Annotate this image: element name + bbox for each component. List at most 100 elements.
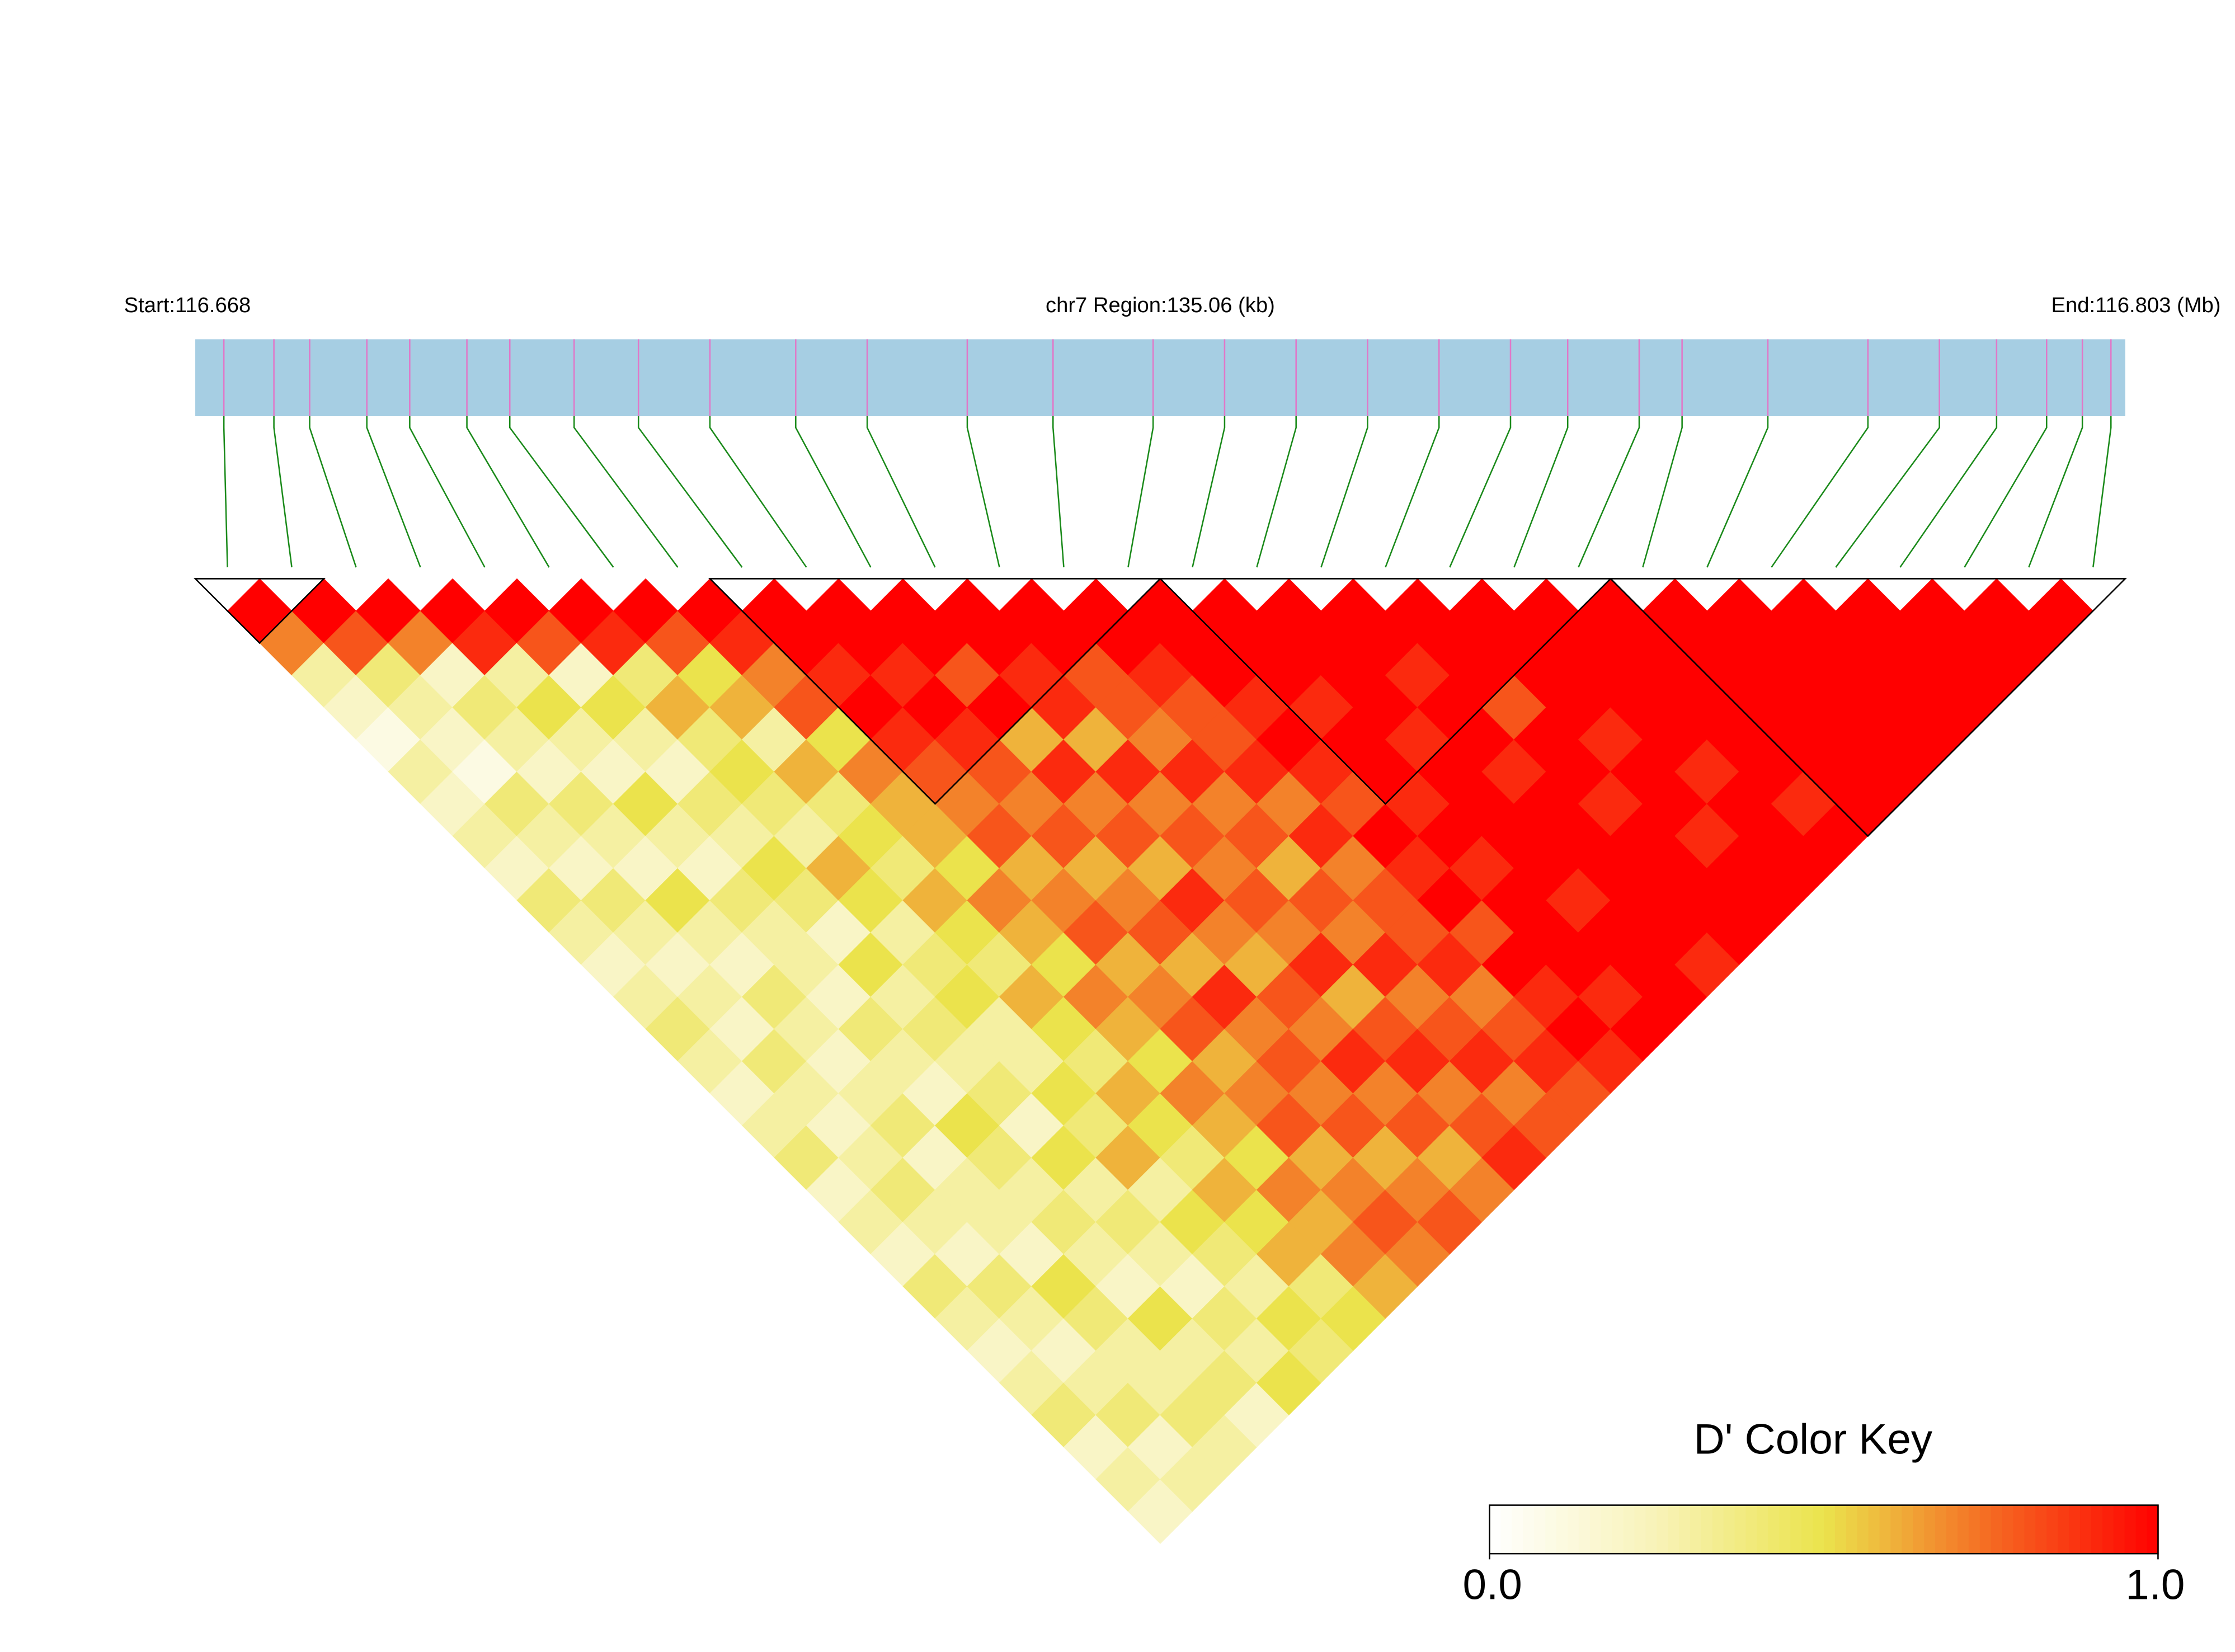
snp-connector [573, 416, 679, 568]
color-key-step [1957, 1505, 1970, 1554]
snp-connector [273, 416, 293, 568]
snp-connector [1899, 416, 1998, 568]
snp-connector [466, 416, 550, 568]
color-key-border [1489, 1504, 2159, 1555]
snp-connector [409, 416, 486, 568]
snp-connector [1256, 416, 1297, 568]
color-key-step [1712, 1505, 1724, 1554]
color-key-step [2113, 1505, 2125, 1554]
color-key-step [1890, 1505, 1903, 1554]
color-key-step [1668, 1505, 1680, 1554]
color-key-step [1523, 1505, 1535, 1554]
color-key-step [1946, 1505, 1959, 1554]
snp-connector [1192, 416, 1226, 568]
color-key-step [1567, 1505, 1580, 1554]
snp-connector [1052, 416, 1065, 568]
snp-connector [1449, 416, 1512, 568]
snp-connector [1578, 416, 1640, 568]
color-key-step [1500, 1505, 1513, 1554]
color-key-step [1723, 1505, 1735, 1554]
region-label: chr7 Region:135.06 (kb) [1046, 293, 1275, 317]
legend-title: D' Color Key [1694, 1416, 1933, 1463]
ld-block-outline [1158, 578, 1612, 805]
color-key-step [1645, 1505, 1658, 1554]
snp-connector [1964, 416, 2048, 568]
color-key-step [1634, 1505, 1646, 1554]
snp-connector [1771, 416, 1869, 568]
snp-connector [1642, 416, 1683, 568]
color-key-step [1701, 1505, 1714, 1554]
color-key-step [1834, 1505, 1847, 1554]
color-key-step [2058, 1505, 2070, 1554]
ld-block-outline [193, 578, 326, 644]
color-key-step [2035, 1505, 2048, 1554]
color-key-step [1512, 1505, 1524, 1554]
snp-connector [509, 416, 614, 568]
snp-connector [637, 416, 743, 568]
snp-connector [2028, 416, 2083, 568]
color-key-step [2091, 1505, 2104, 1554]
snp-connector [1127, 416, 1154, 568]
color-key-step [1768, 1505, 1780, 1554]
snp-connector [1513, 416, 1569, 568]
color-key-step [1534, 1505, 1546, 1554]
color-key-step [1846, 1505, 1858, 1554]
ld-block-outline [708, 578, 1163, 805]
snp-connector [223, 416, 228, 568]
color-key-step [2124, 1505, 2137, 1554]
color-key-step [1968, 1505, 1981, 1554]
color-key-step [2080, 1505, 2092, 1554]
snp-connector [966, 416, 1000, 568]
color-key-step [1857, 1505, 1869, 1554]
color-key-step [1679, 1505, 1691, 1554]
snp-connector [1320, 416, 1368, 568]
color-key-step [1545, 1505, 1558, 1554]
color-key-step [1868, 1505, 1880, 1554]
color-key-step [1489, 1505, 1502, 1554]
ld-block-outline [1608, 578, 2127, 837]
color-key-step [1813, 1505, 1825, 1554]
color-key-step [1601, 1505, 1613, 1554]
color-key-step [1935, 1505, 1947, 1554]
color-key-step [1556, 1505, 1569, 1554]
snp-connector [366, 416, 421, 568]
snp-connector [2092, 416, 2112, 568]
color-key-step [1823, 1505, 1836, 1554]
start-label: Start:116.668 [124, 293, 251, 317]
color-key-tick-label: 1.0 [2125, 1561, 2185, 1609]
color-key-step [1623, 1505, 1635, 1554]
color-key-step [1734, 1505, 1747, 1554]
snp-connector [1385, 416, 1440, 568]
snp-connector [1706, 416, 1769, 568]
color-key-step [2069, 1505, 2081, 1554]
color-key-tick-label: 0.0 [1462, 1561, 1522, 1609]
color-key-step [1578, 1505, 1591, 1554]
color-key-step [1913, 1505, 1925, 1554]
color-key-step [1979, 1505, 1992, 1554]
color-key-step [2046, 1505, 2059, 1554]
snp-connector [866, 416, 936, 568]
end-label: End:116.803 (Mb) [2052, 293, 2221, 317]
color-key-step [1690, 1505, 1702, 1554]
color-key-step [1779, 1505, 1791, 1554]
color-key-step [1612, 1505, 1624, 1554]
color-key-step [2024, 1505, 2036, 1554]
color-key-step [1757, 1505, 1769, 1554]
color-key-step [2013, 1505, 2025, 1554]
color-key-step [1924, 1505, 1936, 1554]
color-key-step [1801, 1505, 1814, 1554]
color-key-step [2135, 1505, 2148, 1554]
snp-connector [709, 416, 807, 568]
color-key-step [1657, 1505, 1669, 1554]
color-key-step [2002, 1505, 2014, 1554]
color-key-step [1991, 1505, 2003, 1554]
color-key-step [2147, 1505, 2159, 1554]
snp-connector [795, 416, 872, 568]
color-key-step [2102, 1505, 2115, 1554]
color-key-step [1745, 1505, 1758, 1554]
color-key-step [1790, 1505, 1803, 1554]
position-bar [195, 339, 2125, 416]
color-key-step [1879, 1505, 1891, 1554]
